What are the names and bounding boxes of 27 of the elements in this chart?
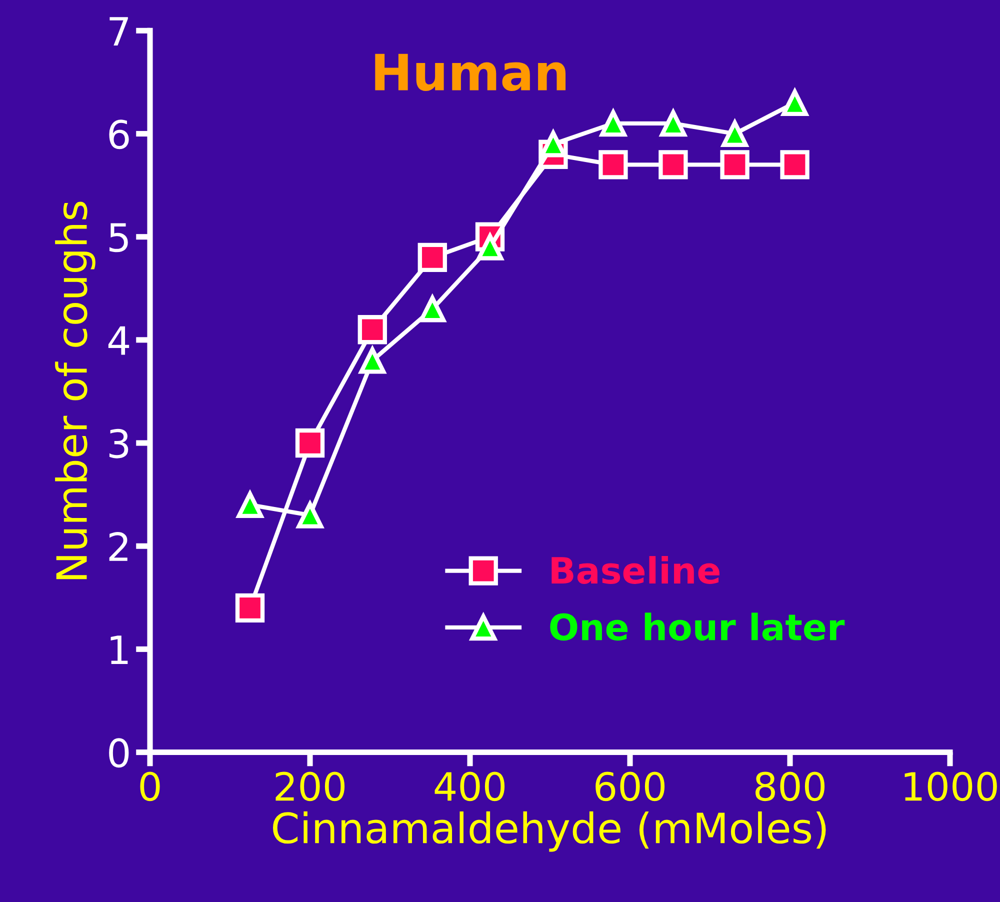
y-tick-label: 6 — [109, 120, 129, 150]
y-tick-label: 3 — [109, 428, 128, 458]
y-tick-label: 2 — [109, 532, 128, 561]
y-tick-label: 1 — [110, 636, 128, 664]
point — [658, 150, 688, 180]
x-tick-label: 200 — [276, 772, 345, 802]
x-axis-title: Cinnamaldehyde (mMoles) — [273, 811, 826, 852]
y-axis-title: Number of coughs — [55, 202, 96, 580]
point — [780, 150, 810, 180]
x-tick-label: 400 — [434, 772, 505, 802]
chart-title: Human — [375, 54, 566, 92]
legend-label: Baseline — [552, 556, 720, 584]
x-tick-label: 1000 — [904, 772, 997, 802]
point — [295, 428, 325, 458]
point — [418, 242, 447, 272]
x-tick-label: 600 — [596, 772, 665, 802]
point — [720, 150, 750, 180]
y-tick-label: 4 — [108, 326, 130, 355]
y-tick-label: 7 — [110, 17, 128, 46]
y-tick-label: 5 — [110, 223, 128, 252]
point — [358, 315, 387, 344]
x-tick-label: 800 — [756, 772, 825, 802]
point — [598, 150, 628, 180]
point — [235, 593, 265, 623]
legend-label: One hour later — [550, 612, 845, 641]
x-tick-label: 0 — [140, 772, 160, 802]
y-tick-label: 0 — [109, 738, 129, 768]
